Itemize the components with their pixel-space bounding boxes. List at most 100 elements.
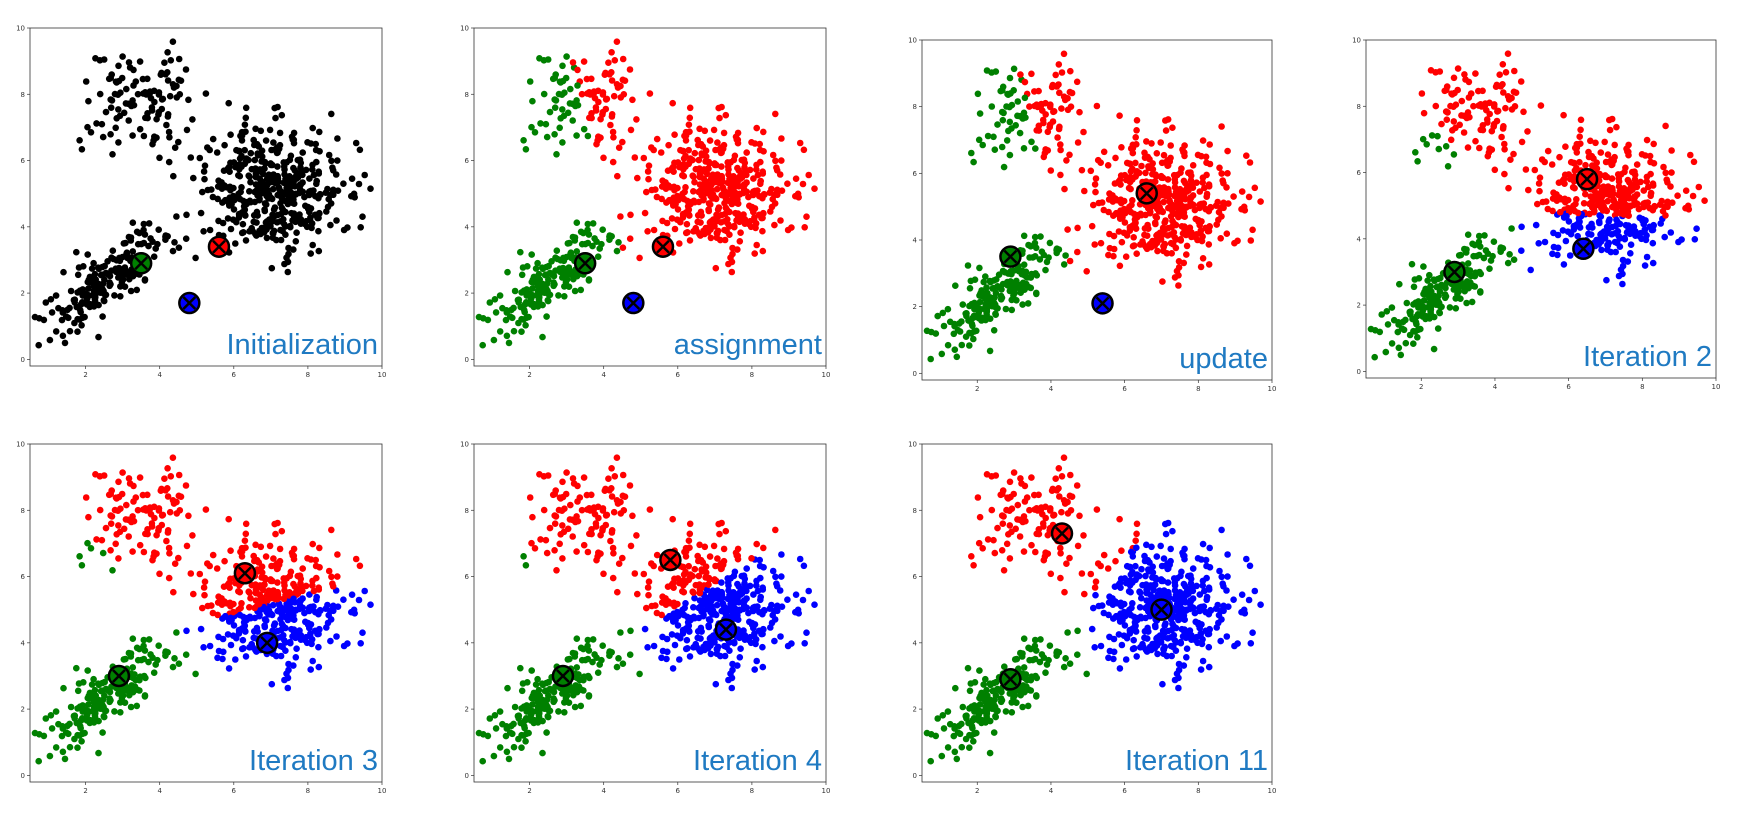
data-point (301, 220, 308, 228)
data-point (1022, 114, 1029, 121)
data-point (301, 609, 308, 617)
data-point (1090, 201, 1097, 209)
data-point (1145, 164, 1153, 172)
data-point (285, 615, 293, 622)
data-point (1171, 676, 1179, 684)
data-point (799, 596, 807, 604)
data-point (738, 572, 746, 580)
data-point (269, 185, 277, 193)
data-point (792, 175, 800, 182)
data-point (158, 512, 166, 519)
data-point (1014, 98, 1022, 105)
data-point (1207, 203, 1214, 211)
data-point (1367, 325, 1375, 333)
data-point (302, 618, 309, 626)
data-point (1201, 184, 1208, 192)
data-point (728, 268, 736, 276)
data-point (288, 209, 295, 217)
data-point (296, 211, 303, 218)
data-point (250, 628, 258, 635)
data-point (986, 347, 994, 355)
data-point (1160, 243, 1168, 251)
data-point (235, 214, 243, 221)
data-point (1499, 61, 1507, 68)
data-point (1486, 145, 1493, 152)
data-point (139, 75, 147, 83)
data-point (517, 248, 524, 256)
data-point (555, 292, 562, 299)
data-point (521, 301, 529, 308)
data-point (164, 111, 172, 118)
data-point (1132, 134, 1139, 141)
data-point (1128, 201, 1135, 209)
data-point (233, 146, 240, 154)
data-point (92, 279, 99, 286)
data-point (525, 729, 532, 737)
data-point (277, 226, 284, 234)
data-point (1217, 607, 1224, 615)
data-point (713, 211, 720, 219)
data-point (595, 133, 602, 140)
data-point (316, 564, 323, 571)
data-point (973, 327, 980, 335)
data-point (1649, 224, 1656, 231)
data-point (565, 283, 573, 291)
data-point (224, 631, 232, 638)
data-point (329, 164, 336, 171)
data-point (348, 192, 355, 200)
data-point (165, 128, 173, 136)
data-point (150, 669, 158, 676)
data-point (1118, 641, 1126, 649)
data-point (1230, 596, 1237, 603)
data-point (1162, 127, 1170, 134)
data-point (940, 322, 948, 330)
data-point (1032, 145, 1039, 152)
data-point (1410, 283, 1418, 291)
data-point (778, 135, 785, 142)
data-point (1159, 208, 1167, 216)
data-point (334, 187, 342, 194)
data-point (1126, 630, 1134, 637)
data-point (1216, 164, 1223, 172)
data-point (530, 716, 538, 724)
data-point (544, 712, 552, 720)
data-point (1615, 191, 1622, 199)
data-point (717, 144, 725, 151)
data-point (1669, 199, 1676, 206)
data-point (734, 164, 741, 172)
data-point (682, 229, 690, 237)
data-point (286, 173, 293, 180)
data-point (1452, 286, 1459, 293)
data-point (976, 110, 984, 117)
data-point (491, 296, 499, 303)
data-point (515, 319, 522, 327)
data-point (359, 213, 366, 220)
data-point (769, 567, 777, 575)
data-point (1166, 199, 1174, 206)
data-point (1475, 232, 1483, 240)
data-point (1577, 116, 1585, 124)
data-point (1596, 219, 1603, 227)
data-point (242, 237, 250, 244)
data-point (66, 743, 74, 751)
data-point (1249, 226, 1256, 234)
data-point (204, 560, 211, 567)
data-point (46, 336, 54, 344)
data-point (1691, 236, 1699, 243)
data-point (1469, 282, 1477, 290)
data-point (1395, 344, 1403, 352)
data-point (145, 636, 153, 643)
data-point (667, 600, 674, 607)
data-point (134, 686, 141, 694)
centroid-marker (1135, 182, 1158, 205)
data-point (772, 573, 779, 581)
data-point (170, 500, 178, 507)
data-point (952, 282, 959, 290)
data-point (286, 589, 293, 596)
data-point (314, 628, 322, 635)
data-point (101, 692, 108, 699)
data-point (504, 268, 511, 276)
data-point (112, 268, 120, 276)
data-point (633, 532, 640, 539)
